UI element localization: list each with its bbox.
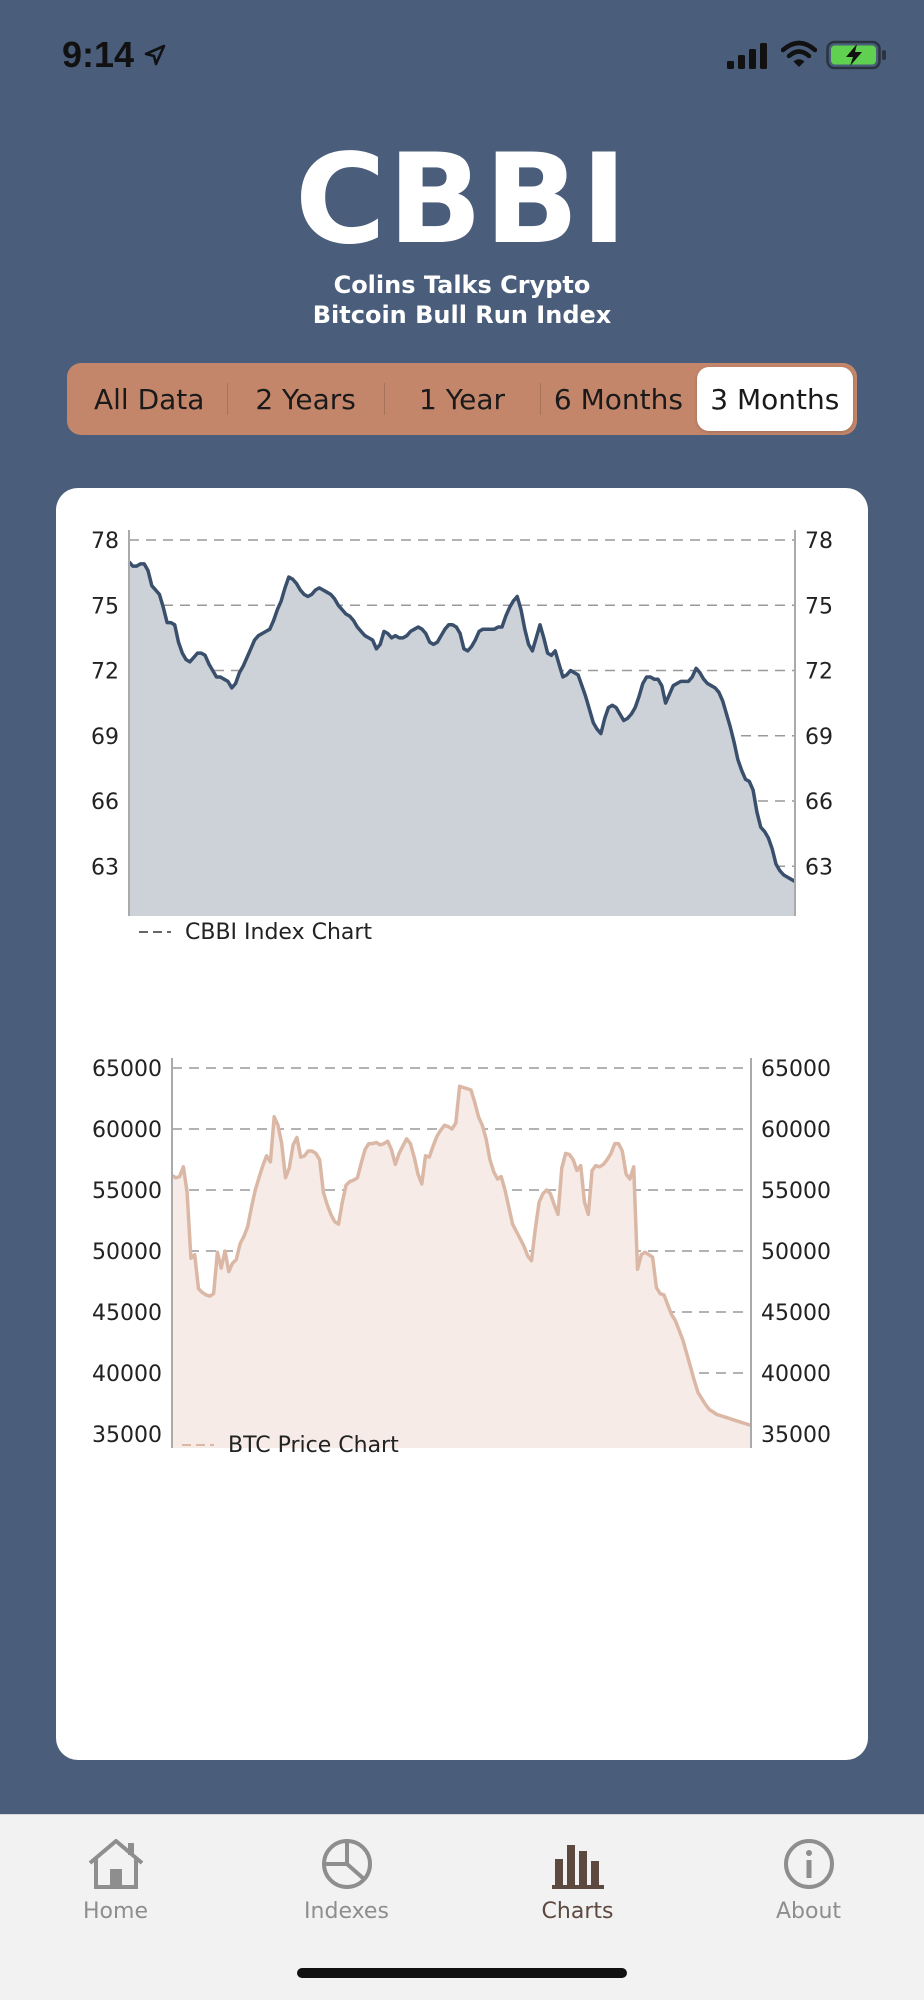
home-indicator	[297, 1968, 627, 1978]
y-tick-label-right: 55000	[761, 1179, 831, 1204]
tab-home[interactable]: Home	[0, 1815, 231, 1935]
y-tick-label-right: 60000	[761, 1118, 831, 1143]
y-tick-label-right: 40000	[761, 1362, 831, 1387]
tab-indexes[interactable]: Indexes	[231, 1815, 462, 1935]
y-tick-label-right: 50000	[761, 1240, 831, 1265]
y-tick-label-left: 72	[91, 660, 119, 685]
info-icon	[783, 1839, 834, 1889]
y-tick-label-left: 60000	[92, 1118, 162, 1143]
y-tick-label-right: 66	[805, 790, 833, 815]
series-area	[172, 1086, 751, 1448]
tab-home-label: Home	[83, 1899, 148, 1924]
y-tick-label-right: 63	[805, 855, 833, 880]
location-arrow-icon	[144, 44, 166, 66]
tab-bar: Home Indexes Charts About	[0, 1814, 924, 2000]
segment-1-year[interactable]: 1 Year	[383, 367, 540, 431]
y-tick-label-right: 72	[805, 660, 833, 685]
wifi-icon	[781, 40, 817, 67]
legend-label: CBBI Index Chart	[185, 920, 372, 945]
y-tick-label-left: 40000	[92, 1362, 162, 1387]
home-icon	[88, 1839, 143, 1889]
y-tick-label-right: 75	[805, 594, 833, 619]
app-subtitle: Colins Talks Crypto Bitcoin Bull Run Ind…	[0, 270, 924, 330]
legend-label: BTC Price Chart	[228, 1433, 399, 1458]
bar-chart-icon	[551, 1845, 604, 1889]
segment-2-years[interactable]: 2 Years	[227, 367, 383, 431]
subtitle-line-2: Bitcoin Bull Run Index	[312, 301, 612, 329]
y-tick-label-left: 66	[91, 790, 119, 815]
tab-about-label: About	[775, 1899, 842, 1924]
series-line	[127, 560, 796, 884]
charts-card: 78 78 75 75 72 72 69 69 66 66 63 63 CBBI Index Chart…	[56, 488, 868, 1760]
time-range-segmented-control: All Data 2 Years 1 Year 6 Months 3 Month…	[67, 363, 857, 435]
tab-charts-label: Charts	[541, 1899, 614, 1924]
series-area	[129, 561, 795, 916]
segment-6-months[interactable]: 6 Months	[540, 367, 696, 431]
y-tick-label-right: 45000	[761, 1301, 831, 1326]
segment-3-months[interactable]: 3 Months	[696, 367, 854, 431]
series-line	[171, 1084, 752, 1428]
y-tick-label-left: 55000	[92, 1179, 162, 1204]
battery-charging-icon	[826, 40, 886, 70]
y-tick-label-left: 35000	[92, 1423, 162, 1448]
y-tick-label-left: 50000	[92, 1240, 162, 1265]
y-tick-label-left: 63	[91, 855, 119, 880]
app-title: CBBI	[294, 128, 630, 272]
y-tick-label-right: 35000	[761, 1423, 831, 1448]
y-tick-label-left: 69	[91, 725, 119, 750]
y-tick-label-right: 69	[805, 725, 833, 750]
cellular-signal-icon	[727, 43, 767, 69]
y-tick-label-left: 78	[91, 529, 119, 554]
y-tick-label-left: 65000	[92, 1057, 162, 1082]
tab-indexes-label: Indexes	[304, 1899, 389, 1924]
y-tick-label-left: 75	[91, 594, 119, 619]
y-tick-label-right: 78	[805, 529, 833, 554]
tab-charts[interactable]: Charts	[462, 1815, 693, 1935]
subtitle-line-1: Colins Talks Crypto	[333, 271, 591, 299]
pie-chart-icon	[321, 1839, 372, 1889]
tab-about[interactable]: About	[693, 1815, 924, 1935]
y-tick-label-left: 45000	[92, 1301, 162, 1326]
btc-price-chart: 65000 65000 60000 60000 55000 55000 50000 50000…	[92, 1057, 831, 1458]
status-bar: 9:14	[0, 0, 924, 110]
y-tick-label-right: 65000	[761, 1057, 831, 1082]
cbbi-index-chart: 78 78 75 75 72 72 69 69 66 66 63 63 CBBI Index Chart	[91, 529, 833, 945]
segment-all-data[interactable]: All Data	[93, 382, 205, 416]
status-time: 9:14	[62, 34, 135, 75]
